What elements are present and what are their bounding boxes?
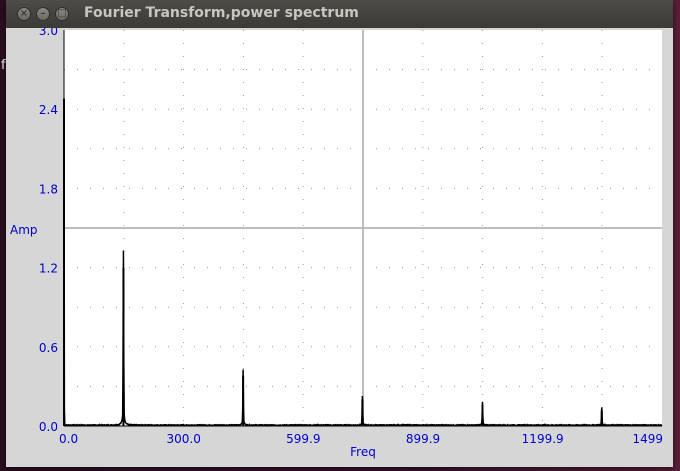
maximize-window-button[interactable]: □ (55, 7, 69, 21)
x-tick-label: 300.0 (167, 432, 201, 446)
x-tick-label: 899.9 (406, 432, 440, 446)
background-text: f (1, 58, 6, 73)
y-tick-label: 1.8 (39, 182, 58, 196)
x-tick-label: 599.9 (286, 432, 320, 446)
x-axis-label: Freq (350, 445, 376, 459)
x-tick-label: 0.0 (59, 432, 78, 446)
window-title: Fourier Transform,power spectrum (84, 5, 359, 21)
close-window-button[interactable]: × (17, 7, 31, 21)
plot-window: × – □ Fourier Transform,power spectrum 0… (6, 0, 673, 467)
x-tick-label: 1499 (632, 432, 663, 446)
y-tick-label: 0.6 (39, 341, 58, 355)
minimize-window-button[interactable]: – (36, 7, 50, 21)
plot-canvas: 0.0 0.6 1.2 1.8 2.4 3.0 0.0 300.0 599.9 899.9 1199… (6, 24, 673, 467)
y-tick-label: 2.4 (39, 103, 58, 117)
y-tick-label: 0.0 (39, 420, 58, 434)
y-tick-label: 1.2 (39, 262, 58, 276)
y-tick-label: 3.0 (39, 28, 58, 38)
title-bar[interactable]: × – □ Fourier Transform,power spectrum (6, 0, 673, 29)
y-axis-label: Amp (10, 223, 38, 237)
x-tick-label: 1199.9 (522, 432, 564, 446)
power-spectrum-chart: 0.0 0.6 1.2 1.8 2.4 3.0 0.0 300.0 599.9 899.9 1199… (10, 24, 663, 459)
